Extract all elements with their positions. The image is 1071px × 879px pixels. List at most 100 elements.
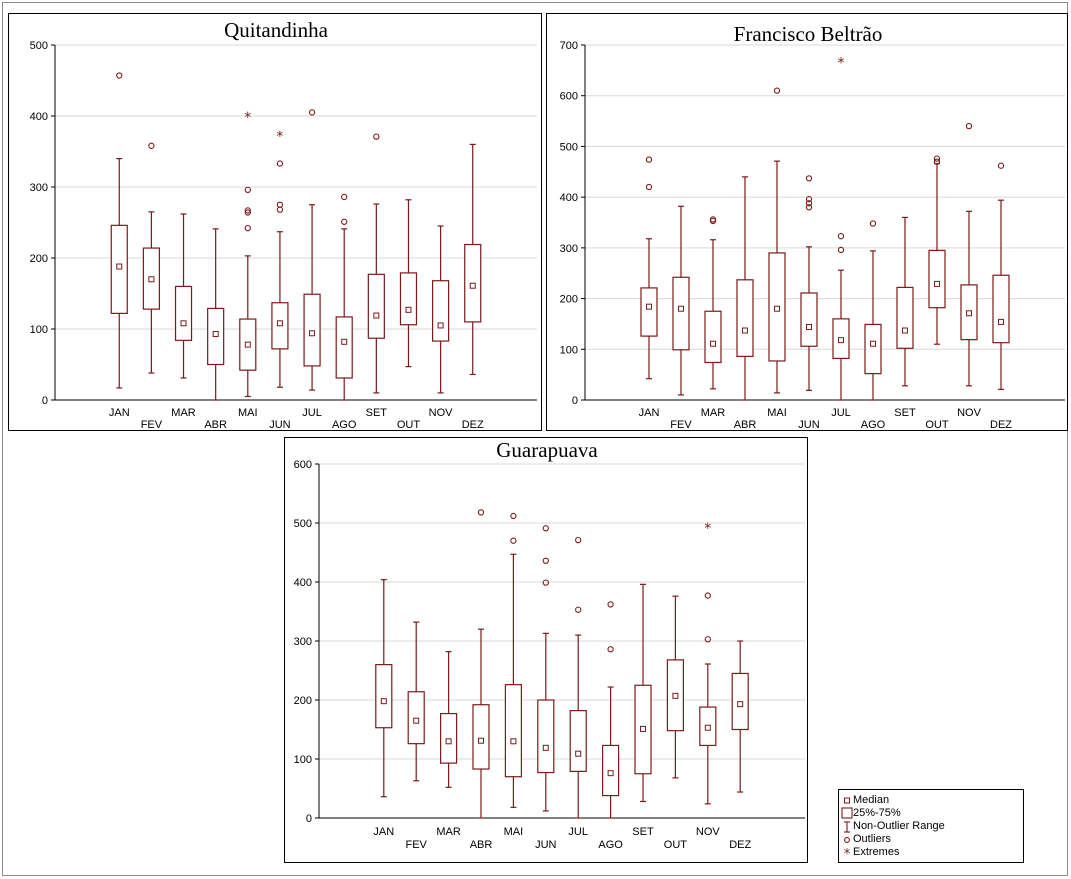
median-marker — [710, 340, 716, 347]
x-tick-label-abr: ABR — [204, 419, 227, 430]
median-marker — [998, 318, 1004, 325]
iqr-box — [174, 285, 193, 341]
box-mai — [768, 87, 786, 394]
x-tick-label-set: SET — [894, 407, 916, 419]
box-dez — [731, 640, 749, 793]
outlier-point — [276, 160, 284, 167]
x-tick-label-jan: JAN — [109, 407, 130, 419]
y-tick-label: 400 — [560, 192, 578, 204]
outlier-point — [244, 207, 251, 214]
outlier-point — [244, 186, 251, 193]
extreme-point: * — [276, 129, 283, 145]
outlier-point — [148, 142, 155, 149]
box-set — [634, 583, 652, 803]
chart-svg-guarapuava: Guarapuava 0 100 200 300 400 500 600 JAN FEV MAR AB… — [294, 438, 805, 851]
box-ago — [335, 193, 353, 401]
y-tick-label: 100 — [560, 344, 578, 356]
box-jul — [569, 536, 587, 819]
extreme-point: * — [244, 110, 251, 126]
legend-label-median: Median — [853, 794, 890, 806]
box-jan — [640, 156, 658, 380]
x-tick-label-mai: MAI — [238, 407, 258, 419]
outlier-point — [244, 225, 251, 232]
chart-svg-francisco-beltrao: Francisco Beltrão 0 100 200 300 400 500 600 700 J… — [560, 22, 1065, 430]
outlier-point — [645, 156, 653, 163]
x-tick-label-nov: NOV — [429, 407, 454, 419]
box-jun: * — [271, 129, 289, 388]
iqr-box — [928, 249, 946, 309]
median-marker — [806, 323, 812, 330]
iqr-box — [303, 293, 321, 367]
median-marker — [646, 303, 652, 310]
x-tick-label-out: OUT — [664, 839, 688, 851]
legend-label-extremes: Extremes — [853, 846, 900, 858]
iqr-box — [896, 286, 914, 349]
x-tick-label-ago: AGO — [598, 839, 623, 851]
median-marker — [212, 330, 219, 337]
median-marker — [437, 322, 444, 329]
legend-extreme-icon: * — [844, 847, 851, 862]
outlier-point — [965, 122, 973, 130]
x-tick-label-abr: ABR — [734, 419, 757, 430]
x-tick-label-dez: DEZ — [462, 419, 484, 430]
chart-title: Quitandinha — [224, 18, 328, 42]
x-tick-label-fev: FEV — [670, 419, 692, 430]
outlier-point — [704, 592, 711, 599]
box-mar — [440, 651, 458, 788]
box-abr — [207, 228, 225, 401]
median-marker — [640, 725, 646, 732]
median-marker — [380, 698, 387, 705]
y-tick-label: 0 — [572, 395, 578, 407]
y-tick-label: 300 — [294, 636, 312, 648]
median-marker — [244, 341, 251, 348]
median-marker — [966, 310, 972, 317]
legend-label-range: Non-Outlier Range — [853, 820, 945, 832]
outlier-point — [373, 133, 380, 140]
box-jul: * — [832, 56, 850, 401]
median-marker — [838, 337, 844, 344]
outlier-point — [477, 509, 485, 516]
outlier-point — [542, 557, 549, 564]
box-out — [666, 595, 684, 779]
median-marker — [672, 692, 679, 699]
y-tick-label: 0 — [42, 395, 48, 407]
chart-title: Guarapuava — [496, 438, 598, 462]
box-jan — [375, 579, 393, 798]
legend-label-outliers: Outliers — [853, 833, 891, 845]
box-fev — [142, 142, 160, 374]
iqr-box — [367, 273, 385, 339]
box-ago — [602, 601, 620, 819]
y-tick-label: 500 — [294, 518, 312, 530]
x-tick-label-jul: JUL — [302, 407, 322, 419]
median-marker — [934, 280, 940, 287]
outlier-point — [645, 183, 653, 191]
x-tick-label-fev: FEV — [405, 839, 427, 851]
legend-outlier-icon — [844, 837, 850, 843]
median-marker — [413, 717, 420, 724]
y-tick-label: 500 — [30, 40, 48, 52]
outlier-point — [116, 72, 123, 79]
outlier-point — [607, 646, 614, 653]
outlier-point — [704, 636, 711, 643]
iqr-box — [537, 699, 555, 774]
median-marker — [870, 340, 876, 347]
median-marker — [737, 701, 744, 708]
median-marker — [742, 327, 748, 334]
legend-symbols: * — [841, 797, 853, 862]
legend-label-box: 25%-75% — [853, 807, 901, 819]
x-tick-label-jul: JUL — [831, 407, 851, 419]
box-mar — [704, 216, 722, 390]
chart-panel-guarapuava: Guarapuava 0 100 200 300 400 500 600 JAN FEV MAR AB… — [284, 437, 808, 863]
box-fev — [672, 205, 690, 396]
iqr-box — [864, 323, 882, 375]
box-dez — [464, 143, 482, 376]
outlier-point — [341, 218, 348, 225]
box-jun — [537, 525, 555, 812]
box-out — [928, 155, 946, 345]
x-tick-label-mar: MAR — [436, 826, 461, 838]
median-marker — [478, 737, 484, 744]
median-marker — [774, 305, 780, 312]
outlier-point — [773, 87, 781, 94]
iqr-box — [399, 272, 418, 326]
